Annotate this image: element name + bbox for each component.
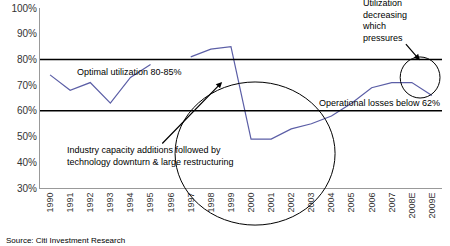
svg-text:2008E: 2008E [407, 193, 417, 219]
svg-text:1996: 1996 [166, 193, 176, 213]
svg-text:Operational losses below 62%: Operational losses below 62% [319, 98, 440, 108]
svg-text:70%: 70% [17, 80, 37, 91]
svg-text:Optimal utilization 80-85%: Optimal utilization 80-85% [77, 67, 182, 77]
svg-text:2003: 2003 [306, 193, 316, 213]
svg-text:80%: 80% [17, 54, 37, 65]
svg-text:1994: 1994 [125, 193, 135, 213]
svg-text:2001: 2001 [266, 193, 276, 213]
svg-text:2000: 2000 [246, 193, 256, 213]
svg-text:1990: 1990 [45, 193, 55, 213]
svg-text:1992: 1992 [85, 193, 95, 213]
svg-text:2004: 2004 [326, 193, 336, 213]
svg-text:90%: 90% [17, 28, 37, 39]
svg-text:50%: 50% [17, 131, 37, 142]
svg-text:1993: 1993 [105, 193, 115, 213]
svg-text:1991: 1991 [65, 193, 75, 213]
svg-text:Utilizationdecreasingwhichpres: Utilizationdecreasingwhichpressures [362, 0, 407, 43]
svg-text:2009E: 2009E [427, 193, 437, 219]
svg-text:2007: 2007 [387, 193, 397, 213]
svg-text:2006: 2006 [367, 193, 377, 213]
svg-text:30%: 30% [17, 183, 37, 194]
svg-text:1999: 1999 [226, 193, 236, 213]
svg-text:1995: 1995 [145, 193, 155, 213]
svg-text:60%: 60% [17, 105, 37, 116]
svg-text:Industry capacity additions fo: Industry capacity additions followed byt… [67, 145, 234, 167]
svg-text:Source: Citi Investment Resear: Source: Citi Investment Research [6, 236, 125, 245]
svg-text:2002: 2002 [286, 193, 296, 213]
svg-text:1997: 1997 [186, 193, 196, 213]
svg-text:100%: 100% [11, 3, 37, 14]
svg-text:2005: 2005 [346, 193, 356, 213]
svg-text:40%: 40% [17, 157, 37, 168]
svg-text:1998: 1998 [206, 193, 216, 213]
